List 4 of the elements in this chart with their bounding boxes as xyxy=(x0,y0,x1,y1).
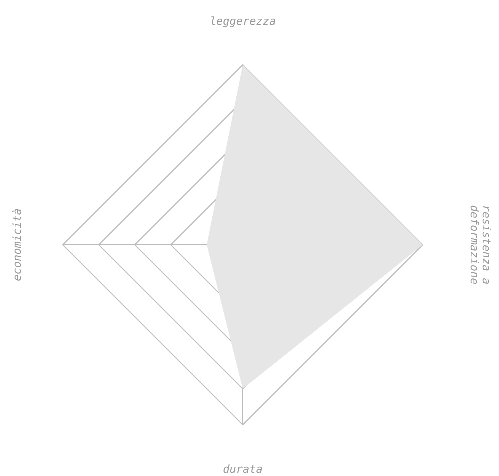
spoke-label: durata xyxy=(223,463,263,476)
spoke-label: economicità xyxy=(11,208,24,282)
spoke-label: resistenza a deformazione xyxy=(468,205,493,286)
spoke-label: leggerezza xyxy=(210,15,276,28)
